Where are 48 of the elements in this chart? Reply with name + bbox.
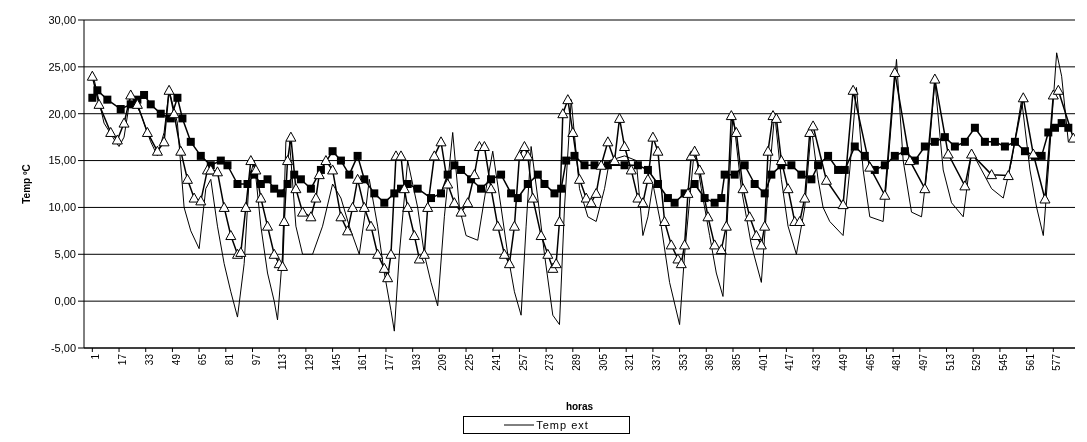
x-tick-label: 33 — [143, 353, 155, 366]
x-tick-label: 577 — [1051, 353, 1063, 371]
x-tick-label: 257 — [517, 353, 529, 371]
x-tick-label: 529 — [971, 353, 983, 371]
x-axis-title: horas — [565, 401, 594, 412]
x-tick-label: 225 — [464, 353, 476, 371]
x-tick-label: 65 — [197, 353, 209, 366]
y-tick-label: 15,00 — [48, 154, 76, 167]
y-tick-label: 10,00 — [48, 201, 76, 214]
y-tick-label: -5,00 — [50, 341, 76, 354]
x-tick-label: 497 — [917, 353, 929, 371]
x-tick-label: 449 — [837, 353, 849, 371]
x-tick-label: 161 — [357, 353, 369, 371]
x-tick-label: 129 — [303, 353, 315, 371]
x-tick-label: 385 — [731, 353, 743, 371]
x-tick-label: 545 — [998, 353, 1010, 371]
x-tick-label: 17 — [117, 353, 129, 366]
x-tick-label: 321 — [624, 353, 636, 371]
x-tick-label: 513 — [944, 353, 956, 371]
x-tick-label: 289 — [570, 353, 582, 371]
x-tick-label: 561 — [1024, 353, 1036, 371]
x-tick-label: 353 — [677, 353, 689, 371]
y-axis-title: Temp ºC — [20, 164, 32, 204]
y-tick-label: 30,00 — [48, 13, 76, 26]
x-tick-label: 81 — [223, 353, 235, 366]
x-tick-label: 241 — [490, 353, 502, 371]
x-tick-label: 369 — [704, 353, 716, 371]
y-tick-label: 0,00 — [54, 295, 76, 308]
x-tick-label: 273 — [544, 353, 556, 371]
x-tick-label: 305 — [597, 353, 609, 371]
x-tick-label: 49 — [170, 353, 182, 366]
x-tick-label: 417 — [784, 353, 796, 371]
x-tick-label: 177 — [384, 353, 396, 371]
x-tick-label: 481 — [891, 353, 903, 371]
x-tick-label: 433 — [811, 353, 823, 371]
y-tick-label: 25,00 — [48, 60, 76, 73]
x-tick-label: 97 — [250, 353, 262, 366]
x-tick-label: 209 — [437, 353, 449, 371]
x-tick-label: 401 — [757, 353, 769, 371]
x-tick-label: 337 — [651, 353, 663, 371]
legend-label: Temp ext — [535, 419, 589, 431]
x-tick-label: 1 — [90, 353, 102, 360]
y-tick-label: 20,00 — [48, 107, 76, 120]
x-tick-label: 113 — [277, 353, 289, 370]
x-tick-label: 193 — [410, 353, 422, 371]
x-tick-label: 465 — [864, 353, 876, 371]
y-tick-label: 5,00 — [54, 248, 76, 261]
x-tick-label: 145 — [330, 353, 342, 371]
